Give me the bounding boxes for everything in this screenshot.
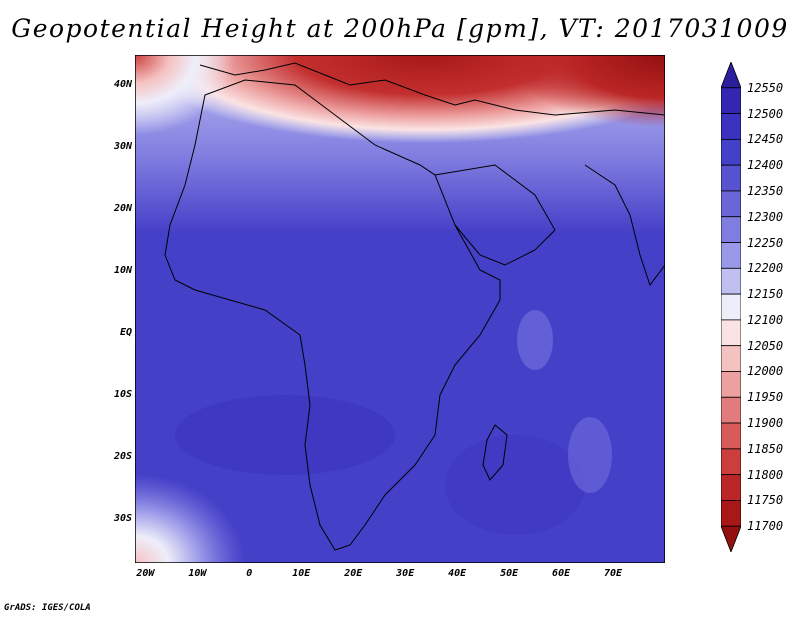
colorbar: [721, 62, 741, 552]
colorbar-swatch: [721, 138, 741, 166]
colorbar-swatch: [721, 500, 741, 527]
colorbar-swatch: [721, 113, 741, 140]
colorbar-label: 12000: [747, 364, 784, 379]
colorbar-swatch: [721, 371, 741, 398]
lat-tick-label: 10S: [113, 388, 132, 400]
lon-tick-label: 20E: [344, 568, 363, 579]
colorbar-label: 11750: [747, 493, 784, 508]
lat-tick-label: 20N: [113, 202, 132, 214]
colorbar-label: 11900: [747, 416, 784, 431]
lat-tick-label: 40N: [113, 78, 132, 90]
colorbar-swatch: [721, 396, 741, 424]
colorbar-swatch: [721, 164, 741, 192]
height-field-map: [135, 55, 665, 563]
lon-tick-label: 30E: [396, 568, 415, 579]
europe-coastline: [199, 62, 665, 116]
colorbar-label: 12300: [747, 209, 784, 224]
colorbar-label: 12100: [747, 312, 784, 327]
colorbar-swatch: [721, 267, 741, 295]
lon-tick-label: 10W: [188, 568, 207, 579]
lon-tick-label: 0: [246, 568, 253, 579]
africa-coastline: [164, 79, 501, 551]
colorbar-swatch: [721, 474, 741, 501]
lon-tick-label: 50E: [500, 568, 519, 579]
lat-tick-label: 30N: [113, 140, 132, 152]
colorbar-label: 12500: [747, 106, 784, 121]
colorbar-label: 12550: [747, 80, 784, 95]
lat-tick-label: 10N: [113, 264, 132, 276]
colorbar-swatch: [721, 345, 741, 372]
lat-tick-label: EQ: [119, 326, 132, 338]
colorbar-label: 11700: [747, 519, 784, 534]
lon-tick-label: 60E: [552, 568, 571, 579]
lon-tick-label: 20W: [136, 568, 155, 579]
lon-tick-label: 70E: [604, 568, 623, 579]
chart-title: Geopotential Height at 200hPa [gpm], VT:…: [11, 14, 789, 43]
colorbar-label: 12450: [747, 132, 784, 147]
lon-tick-label: 10E: [292, 568, 311, 579]
colorbar-label: 12200: [747, 261, 784, 276]
colorbar-swatch: [721, 216, 741, 243]
arabia-coastline: [434, 164, 556, 266]
madagascar-coastline: [482, 424, 508, 481]
colorbar-label: 12250: [747, 235, 784, 250]
colorbar-label: 11950: [747, 390, 784, 405]
grads-credit: GrADS: IGES/COLA: [4, 603, 91, 613]
india-coastline: [584, 164, 665, 287]
lat-tick-label: 30S: [113, 512, 132, 524]
colorbar-label: 12150: [747, 287, 784, 302]
colorbar-label: 11850: [747, 441, 784, 456]
colorbar-swatch: [721, 293, 741, 321]
colorbar-swatch: [721, 319, 741, 347]
lon-tick-label: 40E: [448, 568, 467, 579]
colorbar-swatch: [721, 448, 741, 476]
colorbar-label: 12350: [747, 183, 784, 198]
colorbar-swatch: [721, 87, 741, 114]
colorbar-swatch: [721, 242, 741, 269]
colorbar-label: 12050: [747, 338, 784, 353]
colorbar-label: 11800: [747, 467, 784, 482]
lat-tick-label: 20S: [113, 450, 132, 462]
colorbar-swatch: [721, 190, 741, 218]
colorbar-swatch: [721, 422, 741, 450]
colorbar-swatch: [721, 62, 741, 89]
colorbar-label: 12400: [747, 158, 784, 173]
colorbar-swatch: [721, 525, 741, 552]
